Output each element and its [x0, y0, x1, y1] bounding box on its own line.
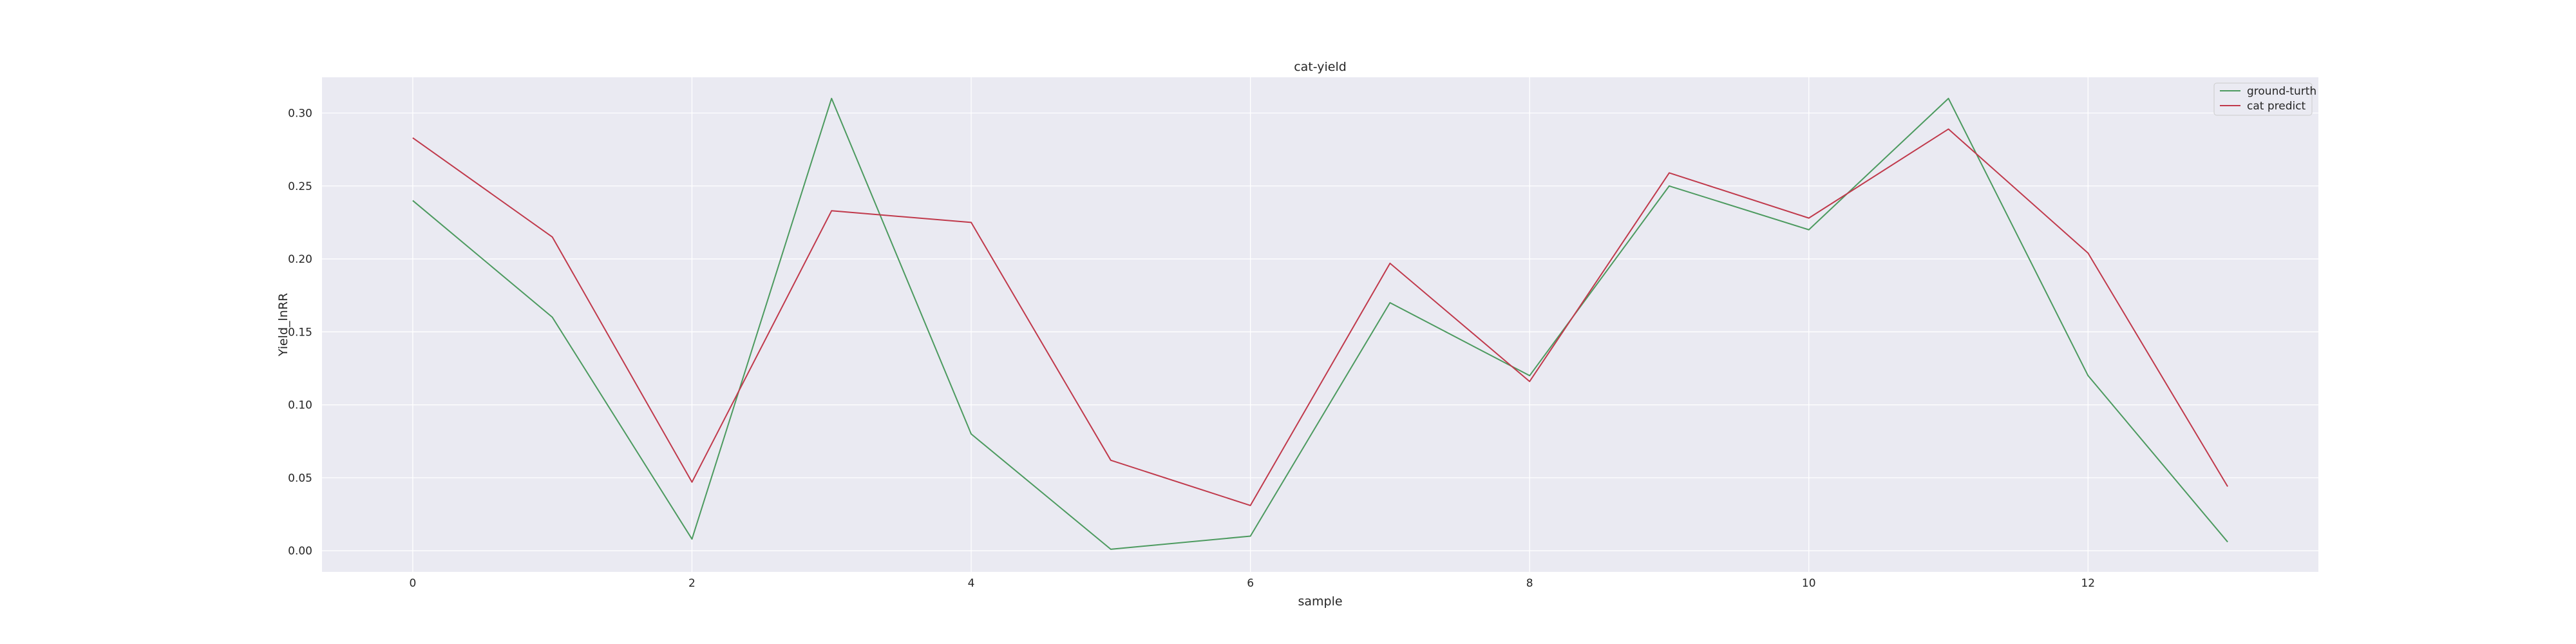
y-tick-label: 0.10 — [288, 399, 312, 412]
x-tick-label: 8 — [1526, 577, 1533, 590]
y-tick-label: 0.20 — [288, 253, 312, 266]
x-tick-label: 12 — [2081, 577, 2095, 590]
y-tick-label: 0.30 — [288, 108, 312, 120]
legend-label-ground-turth: ground-turth — [2247, 85, 2316, 98]
x-tick-label: 4 — [968, 577, 975, 590]
x-tick-label: 2 — [688, 577, 696, 590]
y-tick-label: 0.25 — [288, 180, 312, 193]
series-line-cat-predict — [412, 128, 2228, 506]
y-tick-label: 0.00 — [288, 545, 312, 558]
y-tick-label: 0.15 — [288, 326, 312, 339]
grid-lines — [322, 77, 2318, 572]
series-lines — [412, 97, 2228, 550]
x-tick-label: 10 — [1802, 577, 1816, 590]
tick-labels: 0 2 4 6 8 10 12 0.00 0.05 0.10 0.15 0.20 0.25 0.30 — [288, 108, 2095, 590]
x-tick-label: 0 — [409, 577, 416, 590]
chart-title: cat-yield — [1294, 60, 1347, 74]
plot-background — [322, 77, 2318, 572]
legend: ground-turth cat predict — [2213, 82, 2316, 116]
series-line-ground-turth — [412, 97, 2228, 550]
legend-label-cat-predict: cat predict — [2247, 100, 2306, 113]
x-tick-label: 6 — [1247, 577, 1254, 590]
y-tick-label: 0.05 — [288, 472, 312, 485]
y-axis-label: Yield_lnRR — [276, 293, 290, 357]
x-axis-label: sample — [1298, 594, 1342, 609]
